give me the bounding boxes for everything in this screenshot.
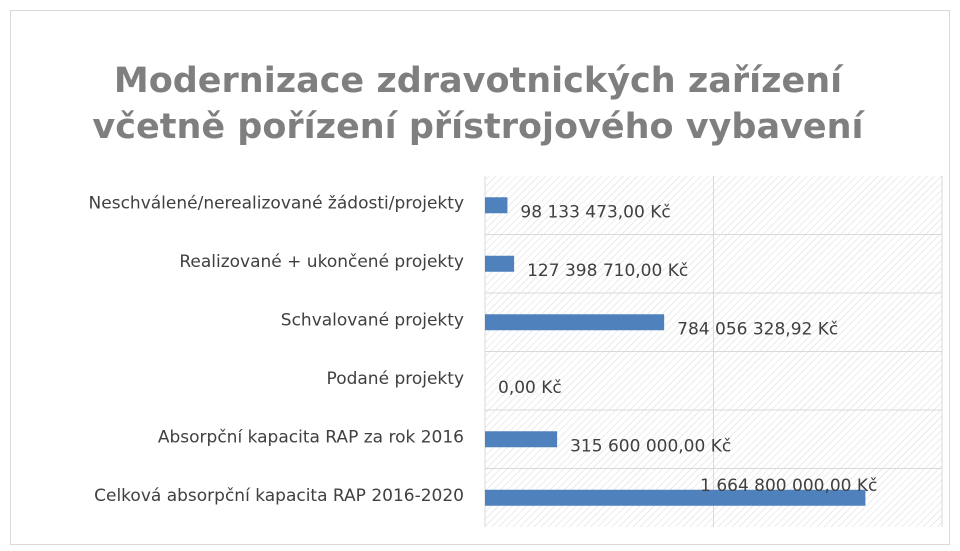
chart-title: včetně pořízení přístrojového vybavení: [92, 107, 865, 147]
value-label: 1 664 800 000,00 Kč: [700, 476, 877, 496]
y-tick-label: Podané projekty: [327, 369, 464, 389]
bar: [485, 431, 558, 448]
bar: [485, 489, 866, 506]
value-label: 0,00 Kč: [498, 378, 562, 398]
bar: [485, 314, 665, 331]
bar: [485, 255, 515, 272]
value-label: 98 133 473,00 Kč: [520, 202, 670, 222]
y-tick-label: Realizované + ukončené projekty: [179, 252, 464, 272]
value-label: 127 398 710,00 Kč: [527, 261, 688, 281]
y-tick-label: Absorpční kapacita RAP za rok 2016: [158, 427, 464, 447]
y-tick-label: Schvalované projekty: [281, 310, 464, 330]
y-tick-label: Celková absorpční kapacita RAP 2016-2020: [94, 486, 464, 506]
chart-title: Modernizace zdravotnických zařízení: [114, 61, 844, 101]
value-label: 315 600 000,00 Kč: [570, 436, 731, 456]
bar: [485, 197, 508, 214]
value-label: 784 056 328,92 Kč: [677, 319, 838, 339]
y-tick-label: Neschválené/nerealizované žádosti/projek…: [89, 193, 464, 213]
